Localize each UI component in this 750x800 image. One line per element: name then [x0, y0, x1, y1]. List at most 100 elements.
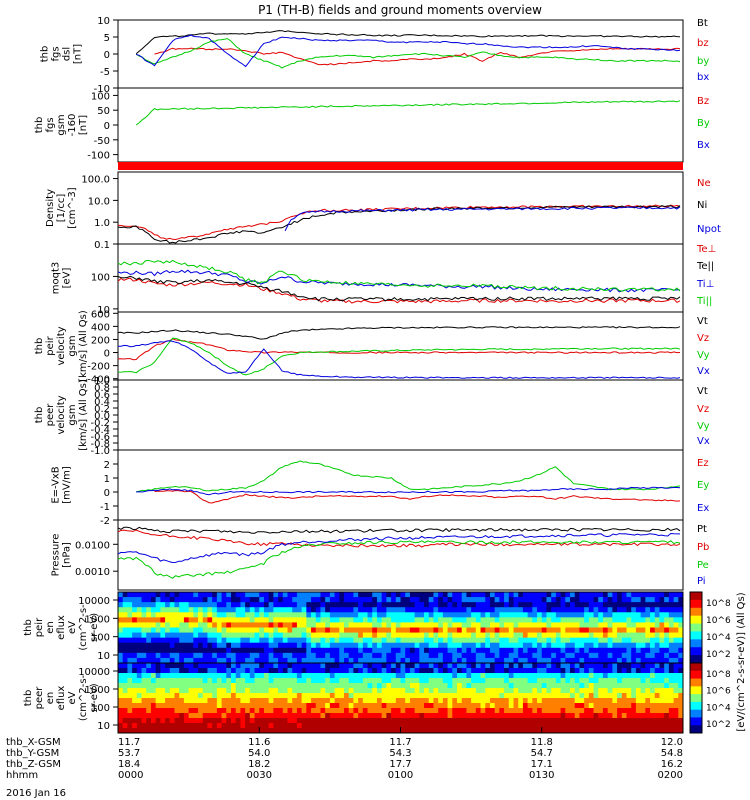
heat-cell: [150, 698, 157, 704]
heat-cell: [174, 678, 180, 684]
heat-cell: [409, 728, 416, 734]
heat-cell: [386, 627, 392, 633]
colorbar-segment: [690, 701, 702, 711]
heat-cell: [311, 668, 317, 674]
ylabel-line: [km/s] (All Qs): [78, 379, 89, 451]
heat-cell: [621, 678, 627, 684]
heat-cell: [555, 673, 561, 679]
heat-cell: [301, 607, 307, 613]
heat-cell: [579, 622, 585, 628]
heat-cell: [494, 647, 500, 654]
heat-cell: [122, 723, 128, 729]
heat-cell: [565, 622, 571, 628]
colorbar-label: [eV/(cm^2-s-sr-eV)] (All Qs): [736, 592, 747, 731]
heat-cell: [546, 723, 552, 729]
ytick-label: 0.0: [94, 411, 110, 422]
heat-cell: [150, 657, 157, 664]
heat-cell: [358, 612, 364, 618]
heat-cell: [442, 693, 448, 699]
heat-cell: [640, 592, 646, 598]
heat-cell: [428, 708, 434, 714]
heat-cell: [428, 627, 434, 633]
heat-cell: [391, 607, 397, 613]
heat-cell: [329, 642, 335, 649]
heat-cell: [570, 612, 576, 618]
heat-cell: [668, 592, 674, 598]
heat-cell: [640, 668, 646, 674]
colorbar-tick: 10^4: [706, 703, 731, 713]
heat-cell: [240, 622, 246, 628]
heat-cell: [122, 602, 128, 608]
heat-cell: [499, 718, 505, 724]
heat-cell: [268, 622, 274, 628]
heat-cell: [358, 652, 364, 659]
heat-cell: [320, 688, 326, 694]
ytick-label: 1000: [85, 685, 110, 696]
heat-cell: [249, 678, 255, 684]
heat-cell: [235, 673, 241, 679]
heat-cell: [339, 617, 345, 623]
heat-cell: [231, 627, 237, 633]
heat-cell: [136, 617, 142, 623]
heat-cell: [513, 723, 519, 729]
heat-cell: [174, 607, 180, 613]
heat-cell: [419, 663, 425, 669]
heat-cell: [555, 713, 561, 719]
heat-cell: [207, 718, 213, 724]
heat-cell: [414, 642, 420, 649]
heat-cell: [424, 668, 430, 674]
heat-cell: [348, 657, 354, 664]
heat-cell: [466, 652, 472, 659]
heat-cell: [654, 652, 660, 659]
heat-cell: [612, 713, 618, 719]
heat-cell: [452, 668, 458, 674]
heat-cell: [668, 723, 674, 729]
heat-cell: [588, 678, 594, 684]
heat-cell: [282, 642, 288, 649]
heat-cell: [273, 612, 279, 618]
heat-cell: [348, 652, 354, 659]
panel-frame: [117, 19, 684, 89]
heat-cell: [555, 698, 561, 704]
heat-cell: [132, 693, 138, 699]
heat-cell: [574, 668, 580, 674]
heat-cell: [414, 612, 420, 618]
heat-cell: [640, 663, 646, 669]
heat-cell: [645, 602, 651, 608]
heat-cell: [344, 713, 350, 719]
heat-cell: [640, 708, 646, 714]
heat-cell: [508, 607, 514, 613]
heat-cell: [202, 688, 208, 694]
heat-cell: [240, 657, 246, 664]
heat-cell: [259, 673, 265, 679]
heat-cell: [414, 602, 420, 608]
heat-cell: [400, 657, 406, 664]
heat-cell: [518, 647, 524, 654]
heat-cell: [320, 663, 326, 669]
heat-cell: [249, 713, 255, 719]
heat-cell: [424, 617, 430, 623]
heat-cell: [273, 723, 279, 729]
heat-cell: [400, 647, 406, 654]
heat-cell: [537, 597, 543, 603]
heat-cell: [179, 617, 185, 623]
heat-cell: [570, 637, 576, 644]
heat-cell: [668, 652, 674, 659]
heat-cell: [353, 637, 359, 644]
heat-cell: [635, 673, 642, 679]
heat-cell: [216, 673, 222, 679]
heat-cell: [570, 663, 576, 669]
heat-cell: [631, 693, 637, 699]
heat-cell: [565, 647, 571, 654]
heat-cell: [457, 688, 463, 694]
heat-cell: [122, 597, 128, 603]
heat-cell: [645, 597, 651, 603]
ytick-label: -0.4: [90, 425, 110, 436]
heat-cell: [334, 703, 340, 709]
heat-cell: [183, 657, 190, 664]
ylabel-line: Pressure: [51, 534, 62, 577]
heat-cell: [122, 678, 128, 684]
ytick-label: 10: [97, 721, 110, 732]
heat-cell: [612, 592, 618, 598]
